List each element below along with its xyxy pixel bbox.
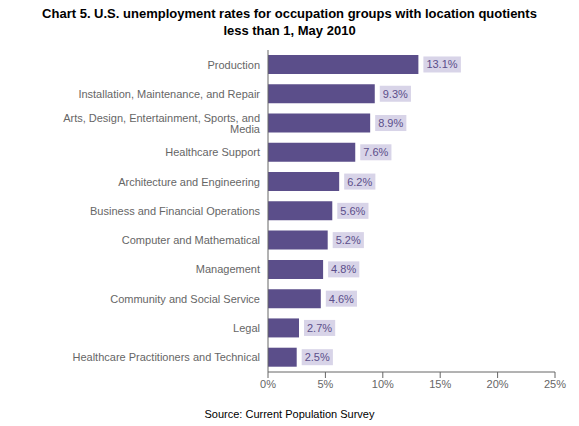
svg-text:Business and Financial Operati: Business and Financial Operations <box>90 205 260 217</box>
svg-text:9.3%: 9.3% <box>383 88 408 100</box>
svg-text:Healthcare Practitioners and T: Healthcare Practitioners and Technical <box>72 351 260 363</box>
svg-text:Arts, Design, Entertainment, S: Arts, Design, Entertainment, Sports, and… <box>63 112 261 135</box>
svg-text:4.8%: 4.8% <box>331 263 356 275</box>
html-text:Chart 5. U.S. unemployment rat: Chart 5. U.S. unemployment rates for occ… <box>42 6 537 21</box>
svg-text:2.7%: 2.7% <box>307 322 332 334</box>
svg-text:13.1%: 13.1% <box>426 58 457 70</box>
svg-text:Installation, Maintenance, and: Installation, Maintenance, and Repair <box>78 88 260 100</box>
svg-text:0%: 0% <box>260 378 276 390</box>
svg-text:Legal: Legal <box>233 322 260 334</box>
svg-text:2.5%: 2.5% <box>305 351 330 363</box>
svg-text:20%: 20% <box>487 378 509 390</box>
svg-text:5.2%: 5.2% <box>336 234 361 246</box>
svg-text:Computer and Mathematical: Computer and Mathematical <box>122 234 260 246</box>
svg-text:8.9%: 8.9% <box>378 117 403 129</box>
svg-text:Production: Production <box>207 59 260 71</box>
svg-text:7.6%: 7.6% <box>363 146 388 158</box>
svg-text:4.6%: 4.6% <box>329 293 354 305</box>
svg-text:10%: 10% <box>372 378 394 390</box>
svg-text:25%: 25% <box>544 378 566 390</box>
svg-text:15%: 15% <box>429 378 451 390</box>
svg-text:Community and Social Service: Community and Social Service <box>110 293 260 305</box>
svg-text:5%: 5% <box>317 378 333 390</box>
html-text:less than 1, May 2010: less than 1, May 2010 <box>223 23 356 38</box>
svg-text:Healthcare Support: Healthcare Support <box>165 146 260 158</box>
svg-text:Management: Management <box>196 263 260 275</box>
svg-text:5.6%: 5.6% <box>340 205 365 217</box>
html-text:Source: Current Population Sur: Source: Current Population Survey <box>204 408 375 420</box>
svg-text:Architecture and Engineering: Architecture and Engineering <box>118 176 260 188</box>
svg-text:6.2%: 6.2% <box>347 176 372 188</box>
